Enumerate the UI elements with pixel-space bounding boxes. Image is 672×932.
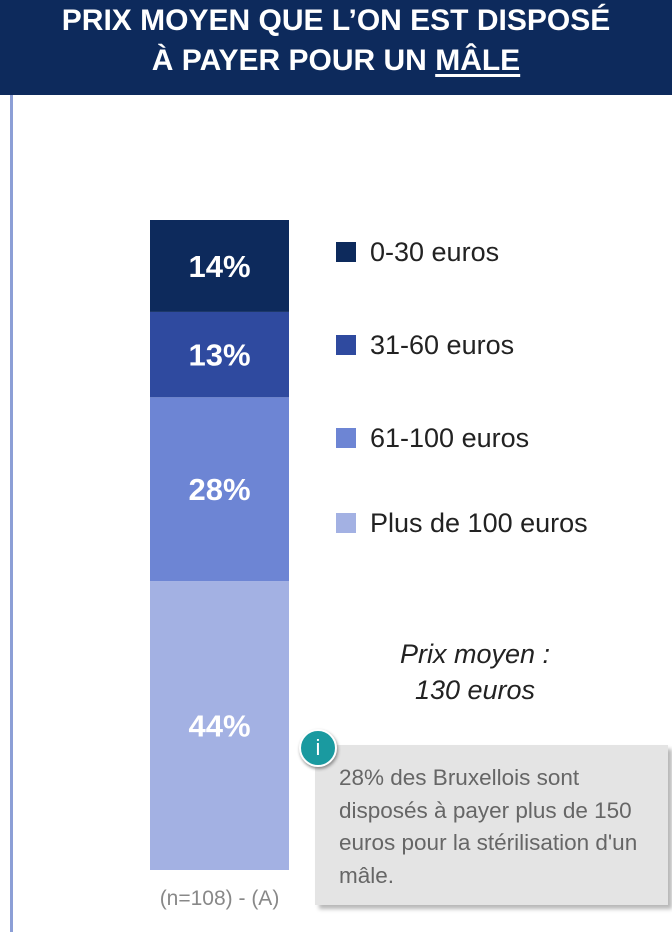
value-label: 28% <box>188 472 250 507</box>
value-label: 13% <box>188 338 250 373</box>
value-label: 14% <box>188 249 250 284</box>
bar-segment <box>150 311 289 398</box>
legend-swatch <box>336 513 356 533</box>
annotation: 130 euros <box>415 675 535 705</box>
legend-label: 61-100 euros <box>370 423 529 453</box>
value-label: 44% <box>188 709 250 744</box>
legend-swatch <box>336 428 356 448</box>
legend-label: 0-30 euros <box>370 237 499 267</box>
title-line: À PAYER POUR UN MÂLE <box>0 40 672 80</box>
legend-swatch <box>336 242 356 262</box>
bar-segment <box>150 220 289 312</box>
header: PRIX MOYEN QUE L’ON EST DISPOSÉ À PAYER … <box>0 0 672 95</box>
info-box: 28% des Bruxellois sont disposés à payer… <box>315 745 668 905</box>
title-emphasis: MÂLE <box>435 44 521 77</box>
legend-label: 31-60 euros <box>370 330 514 360</box>
annotation: Prix moyen : <box>400 639 550 669</box>
bar-segment <box>150 397 289 582</box>
footnote: (n=108) - (A) <box>160 887 280 910</box>
title-line: PRIX MOYEN QUE L’ON EST DISPOSÉ <box>61 4 611 37</box>
legend-label: Plus de 100 euros <box>370 508 588 538</box>
side-border <box>10 95 13 932</box>
bar-segment <box>150 581 289 870</box>
info-icon: i <box>299 729 337 767</box>
legend-swatch <box>336 335 356 355</box>
title-part: À PAYER POUR UN <box>151 44 427 77</box>
